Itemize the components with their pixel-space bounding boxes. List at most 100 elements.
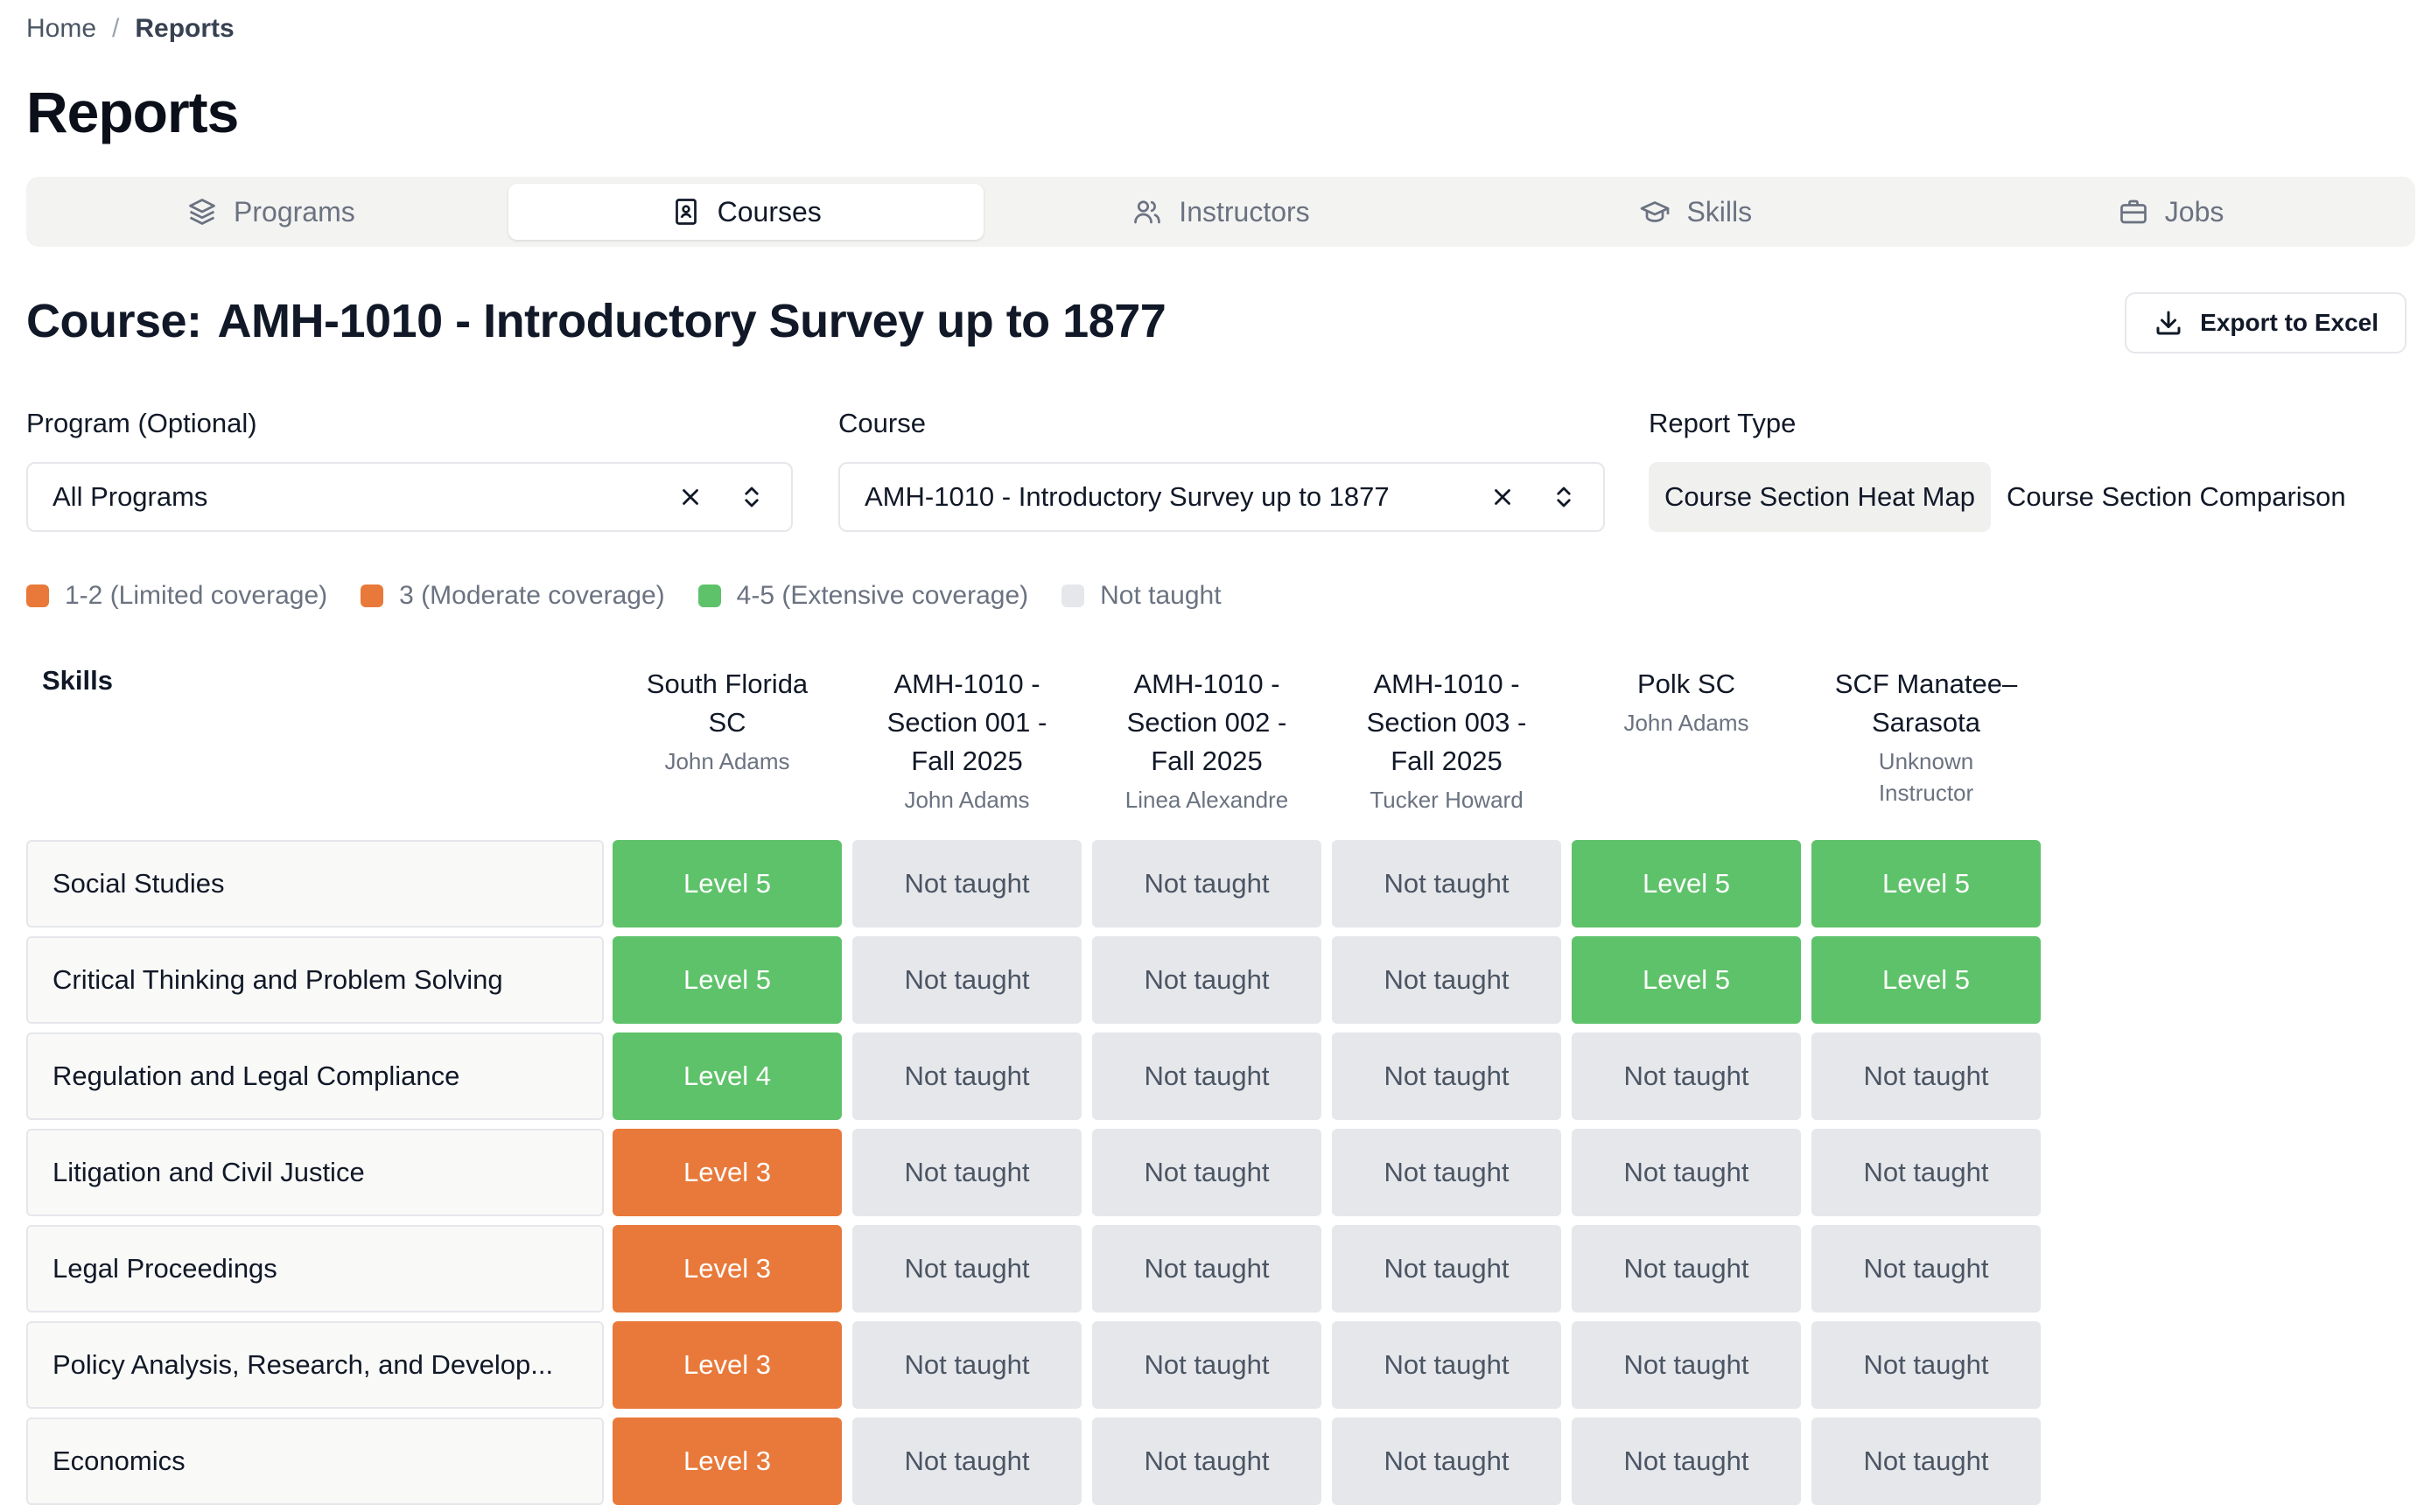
- coverage-legend: 1-2 (Limited coverage) 3 (Moderate cover…: [26, 581, 1222, 611]
- course-heading: Course: AMH-1010 - Introductory Survey u…: [26, 294, 1166, 348]
- column-title-line: Section 001 -: [886, 707, 1047, 738]
- column-header: AMH-1010 - Section 003 - Fall 2025 Tucker H…: [1332, 665, 1561, 816]
- heatmap-cell[interactable]: Level 5: [613, 840, 842, 928]
- briefcase-icon: [2119, 200, 2147, 224]
- heatmap-cell[interactable]: Not taught: [1572, 1032, 1801, 1120]
- heatmap-cell[interactable]: Level 5: [1811, 936, 2041, 1024]
- clear-program-icon[interactable]: [676, 482, 705, 512]
- column-header: SCF Manatee– Sarasota Unknown Instructor: [1811, 665, 2041, 808]
- heatmap-cell[interactable]: Level 3: [613, 1129, 842, 1216]
- heatmap-cell[interactable]: Not taught: [1332, 936, 1561, 1024]
- page-title: Reports: [26, 80, 239, 144]
- heatmap-cell[interactable]: Not taught: [1092, 1321, 1321, 1409]
- heatmap-cell[interactable]: Not taught: [852, 1129, 1082, 1216]
- heatmap-cell[interactable]: Not taught: [1092, 936, 1321, 1024]
- heatmap-cell[interactable]: Level 5: [1811, 840, 2041, 928]
- tab-instructors-label: Instructors: [1179, 195, 1310, 228]
- column-title-line: Fall 2025: [1151, 746, 1263, 776]
- graduation-cap-icon: [1641, 201, 1670, 222]
- heatmap-cell[interactable]: Level 5: [1572, 840, 1801, 928]
- column-title-line: South Florida: [646, 668, 809, 699]
- download-icon: [2156, 311, 2181, 335]
- tab-jobs-label: Jobs: [2164, 195, 2224, 228]
- tab-skills-label: Skills: [1686, 195, 1753, 228]
- tab-instructors[interactable]: Instructors: [984, 184, 1459, 240]
- legend-label: 3 (Moderate coverage): [399, 581, 665, 610]
- heatmap-cell[interactable]: Not taught: [1572, 1321, 1801, 1409]
- heatmap-cell[interactable]: Not taught: [1332, 1225, 1561, 1312]
- heatmap-cell[interactable]: Not taught: [1811, 1129, 2041, 1216]
- heatmap-cell[interactable]: Not taught: [1811, 1418, 2041, 1505]
- course-select[interactable]: AMH-1010 - Introductory Survey up to 187…: [838, 462, 1605, 532]
- tab-programs[interactable]: Programs: [33, 184, 508, 240]
- heatmap-cell[interactable]: Not taught: [1811, 1225, 2041, 1312]
- tab-courses-label: Courses: [717, 195, 822, 228]
- heatmap-cell[interactable]: Level 3: [613, 1418, 842, 1505]
- skills-column-header: Skills: [42, 665, 113, 696]
- legend-item: 3 (Moderate coverage): [361, 581, 665, 611]
- heatmap-cell[interactable]: Not taught: [1092, 1418, 1321, 1505]
- heatmap-cell[interactable]: Level 5: [613, 936, 842, 1024]
- heatmap-cell[interactable]: Not taught: [1332, 1032, 1561, 1120]
- skill-name-cell: Social Studies: [26, 840, 604, 928]
- heatmap-cell[interactable]: Not taught: [1811, 1321, 2041, 1409]
- legend-item: 4-5 (Extensive coverage): [697, 581, 1028, 611]
- heatmap-cell[interactable]: Not taught: [1572, 1129, 1801, 1216]
- column-instructor: Unknown: [1878, 748, 1974, 774]
- heatmap-cell[interactable]: Not taught: [1092, 840, 1321, 928]
- heatmap-cell[interactable]: Not taught: [1572, 1418, 1801, 1505]
- heatmap-cell[interactable]: Not taught: [852, 840, 1082, 928]
- column-header: Polk SC John Adams: [1572, 665, 1801, 738]
- heatmap-cell[interactable]: Not taught: [1092, 1032, 1321, 1120]
- chevron-updown-icon[interactable]: [1549, 482, 1579, 512]
- column-title-line: AMH-1010 -: [1373, 668, 1520, 699]
- column-instructor: John Adams: [1623, 710, 1749, 736]
- heatmap-cell[interactable]: Level 3: [613, 1225, 842, 1312]
- course-select-value: AMH-1010 - Introductory Survey up to 187…: [865, 481, 1390, 512]
- column-instructor: John Adams: [904, 787, 1030, 813]
- column-title-line: Section 003 -: [1366, 707, 1527, 738]
- report-tabs: Programs Courses Instructors Skills Jobs: [26, 177, 2415, 247]
- course-heading-prefix: Course:: [26, 295, 202, 347]
- heatmap-cell[interactable]: Not taught: [1572, 1225, 1801, 1312]
- skill-name-cell: Policy Analysis, Research, and Develop..…: [26, 1321, 604, 1409]
- program-select[interactable]: All Programs: [26, 462, 793, 532]
- tab-skills[interactable]: Skills: [1458, 184, 1933, 240]
- heatmap-cell[interactable]: Level 5: [1572, 936, 1801, 1024]
- heatmap-cell[interactable]: Not taught: [1332, 1418, 1561, 1505]
- breadcrumb: Home / Reports: [26, 14, 235, 44]
- heatmap-cell[interactable]: Level 4: [613, 1032, 842, 1120]
- heatmap-cell[interactable]: Not taught: [852, 1321, 1082, 1409]
- export-to-excel-button[interactable]: Export to Excel: [2125, 292, 2406, 354]
- book-icon: [675, 199, 697, 225]
- column-title-line: SC: [708, 707, 746, 738]
- heatmap-cell[interactable]: Not taught: [1811, 1032, 2041, 1120]
- heatmap-cell[interactable]: Not taught: [1332, 840, 1561, 928]
- column-title-line: Fall 2025: [1391, 746, 1503, 776]
- column-title-line: Sarasota: [1871, 707, 1981, 738]
- heatmap-cell[interactable]: Not taught: [1332, 1321, 1561, 1409]
- column-header: South Florida SC John Adams: [613, 665, 842, 777]
- chevron-updown-icon[interactable]: [737, 482, 767, 512]
- heatmap-cell[interactable]: Not taught: [1332, 1129, 1561, 1216]
- clear-course-icon[interactable]: [1488, 482, 1517, 512]
- heatmap-cell[interactable]: Not taught: [852, 1225, 1082, 1312]
- tab-jobs[interactable]: Jobs: [1933, 184, 2408, 240]
- legend-item: 1-2 (Limited coverage): [26, 581, 327, 611]
- tab-courses[interactable]: Courses: [508, 184, 984, 240]
- heatmap-cell[interactable]: Not taught: [852, 936, 1082, 1024]
- heatmap-cell[interactable]: Not taught: [852, 1418, 1082, 1505]
- breadcrumb-home[interactable]: Home: [26, 14, 97, 43]
- column-title-line: AMH-1010 -: [1133, 668, 1280, 699]
- report-type-comparison[interactable]: Course Section Comparison: [2006, 481, 2346, 512]
- report-type-label: Report Type: [1649, 408, 1797, 438]
- heatmap-cell[interactable]: Not taught: [1092, 1225, 1321, 1312]
- report-type-toggle: Course Section Heat Map Course Section C…: [1649, 462, 2362, 532]
- column-header: AMH-1010 - Section 002 - Fall 2025 Linea Al…: [1092, 665, 1321, 816]
- program-select-value: All Programs: [53, 481, 208, 512]
- heatmap-cell[interactable]: Level 3: [613, 1321, 842, 1409]
- heatmap-cell[interactable]: Not taught: [1092, 1129, 1321, 1216]
- heatmap-cell[interactable]: Not taught: [852, 1032, 1082, 1120]
- report-type-heat-map[interactable]: Course Section Heat Map: [1649, 462, 1991, 532]
